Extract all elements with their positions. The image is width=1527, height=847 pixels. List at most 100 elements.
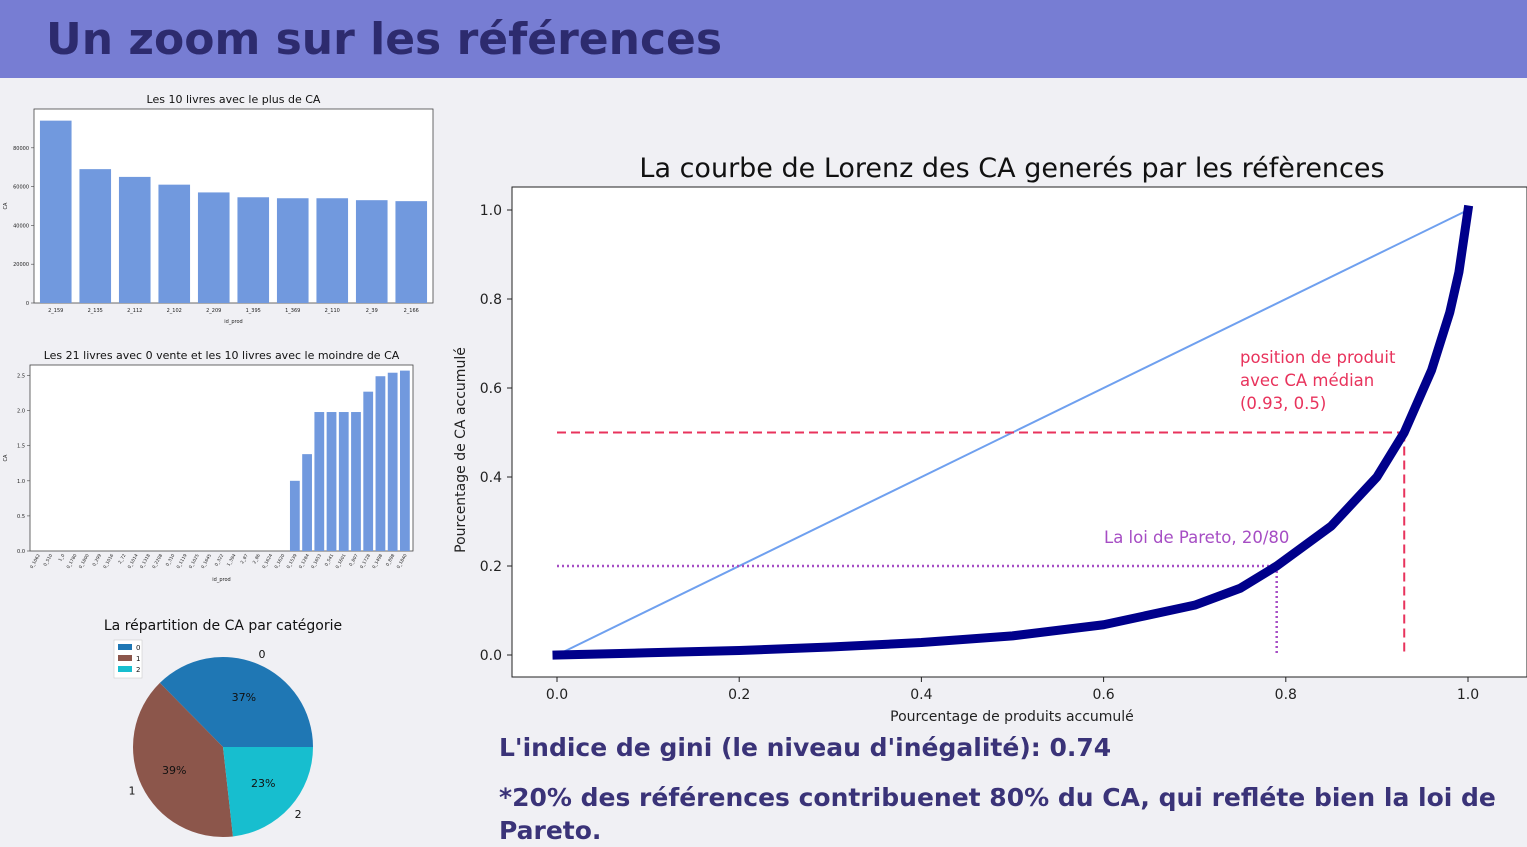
x-tick-label: 0_1284 <box>298 553 311 570</box>
bar <box>79 169 112 303</box>
x-tick-label: 0.2 <box>728 687 750 703</box>
pie-legend: 0 1 2 <box>113 639 143 679</box>
x-tick-label: 1_394 <box>226 553 238 568</box>
x-tick-label: 2_135 <box>88 308 103 314</box>
x-tick-label: 0_1620 <box>273 553 286 570</box>
y-tick-label: 0.2 <box>480 559 502 575</box>
x-tick-label: 0_1624 <box>261 553 274 570</box>
category-pie-chart: La répartition de CA par catégorie 37% 0 39… <box>104 618 342 837</box>
pie-value-label: 37% <box>232 691 256 704</box>
x-tick-label: 0_510 <box>42 553 54 568</box>
y-tick-label: 1.0 <box>480 203 502 219</box>
legend-swatch <box>118 655 132 661</box>
pie-category-label: 2 <box>295 808 302 821</box>
median-annotation: position de produit <box>1240 348 1396 367</box>
gini-note: L'indice de gini (le niveau d'inégalité)… <box>499 733 1112 762</box>
x-tick-label: 2_102 <box>167 308 182 314</box>
bar <box>158 184 191 303</box>
chart-title: Les 10 livres avec le plus de CA <box>147 93 321 106</box>
x-tick-label: 0_541 <box>324 553 336 568</box>
bar <box>375 376 386 551</box>
y-tick-label: 2.0 <box>17 409 25 415</box>
bar <box>387 372 398 551</box>
x-tick-label: 1_395 <box>246 308 261 314</box>
x-tick-label: 2_112 <box>127 308 142 314</box>
x-tick-label: 1.0 <box>1457 687 1479 703</box>
legend-swatch <box>118 666 132 672</box>
legend-label: 2 <box>136 666 140 674</box>
x-tick-label: 0_1840 <box>396 553 409 570</box>
bar <box>302 454 312 551</box>
chart-title: La courbe de Lorenz des CA generés par l… <box>639 153 1384 184</box>
pareto-note: *20% des références contribuenet 80% du … <box>499 783 1496 845</box>
x-tick-label: 0_1119 <box>175 553 188 570</box>
x-tick-label: 1_369 <box>285 308 300 314</box>
pie-slice <box>223 747 313 837</box>
y-tick-label: 1.5 <box>17 444 25 450</box>
x-tick-label: 0_1062 <box>29 553 42 570</box>
x-tick-label: 2_166 <box>404 308 419 314</box>
x-tick-label: 0_1780 <box>65 553 78 570</box>
y-tick-label: 0.0 <box>480 648 502 664</box>
plot-frame <box>29 364 414 552</box>
median-annotation: avec CA médian <box>1240 371 1374 390</box>
x-tick-label: 0_310 <box>165 553 177 568</box>
x-tick-label: 2_110 <box>325 308 340 314</box>
x-tick-label: 0_1653 <box>310 553 323 570</box>
bar <box>289 480 300 551</box>
pareto-annotation: La loi de Pareto, 20/80 <box>1104 528 1289 547</box>
bar <box>314 412 325 551</box>
lorenz-curve <box>552 204 1474 660</box>
bar <box>355 200 388 303</box>
pie-value-label: 23% <box>251 777 275 790</box>
y-axis-label: CA <box>3 202 9 209</box>
pie-slice <box>133 682 233 837</box>
top-ca-bar-chart: Les 10 livres avec le plus de CA 0 20000 40… <box>3 93 434 325</box>
chart-title: Les 21 livres avec 0 vente et les 10 liv… <box>44 349 400 362</box>
chart-title: La répartition de CA par catégorie <box>104 618 342 634</box>
x-tick-label: 0.0 <box>546 687 568 703</box>
low-ca-bar-chart: Les 21 livres avec 0 vente et les 10 liv… <box>3 349 414 583</box>
x-tick-label: 0_898 <box>385 553 397 568</box>
bar <box>338 412 349 551</box>
x-tick-label: 0_322 <box>213 553 225 568</box>
bar <box>276 198 309 303</box>
y-tick-label: 60000 <box>13 185 29 191</box>
x-tick-label: 1_0 <box>57 553 66 563</box>
x-tick-label: 2_87 <box>239 553 250 565</box>
y-tick-label: 0.8 <box>480 292 502 308</box>
y-tick-label: 80000 <box>13 146 29 152</box>
median-annotation: (0.93, 0.5) <box>1240 394 1326 413</box>
x-tick-label: 0_299 <box>91 553 103 568</box>
x-tick-label: 2_86 <box>252 553 263 565</box>
x-tick-label: 0.8 <box>1275 687 1297 703</box>
y-tick-label: 0.6 <box>480 381 502 397</box>
lorenz-curve-chart: La courbe de Lorenz des CA generés par l… <box>453 153 1527 725</box>
bar <box>395 201 428 303</box>
x-axis-label: id_prod <box>212 577 230 583</box>
x-tick-label: 0_1601 <box>334 553 347 570</box>
x-tick-label: 2_209 <box>206 308 221 314</box>
x-tick-label: 0.4 <box>910 687 932 703</box>
x-tick-label: 0_1645 <box>200 553 213 570</box>
x-tick-label: 0_1016 <box>102 553 115 570</box>
y-tick-label: 0.0 <box>17 549 25 555</box>
y-tick-label: 20000 <box>13 262 29 268</box>
bar <box>316 198 349 303</box>
x-tick-label: 0_1025 <box>188 553 201 570</box>
y-tick-label: 40000 <box>13 223 29 229</box>
x-tick-label: 0_1498 <box>371 553 384 570</box>
bar <box>326 412 337 551</box>
x-tick-label: 2_39 <box>366 308 378 314</box>
bar <box>399 370 410 551</box>
pie-category-label: 0 <box>258 648 265 661</box>
x-tick-label: 0_807 <box>348 553 360 568</box>
x-axis-label: id_prod <box>224 319 242 325</box>
bar <box>197 192 230 303</box>
y-axis-label: Pourcentage de CA accumulé <box>453 347 469 553</box>
x-tick-label: 2_72 <box>117 553 128 565</box>
x-tick-label: 0_1318 <box>139 553 152 570</box>
y-tick-label: 1.0 <box>17 479 25 485</box>
header-banner: Un zoom sur les références <box>0 0 1527 78</box>
bar <box>351 412 361 551</box>
